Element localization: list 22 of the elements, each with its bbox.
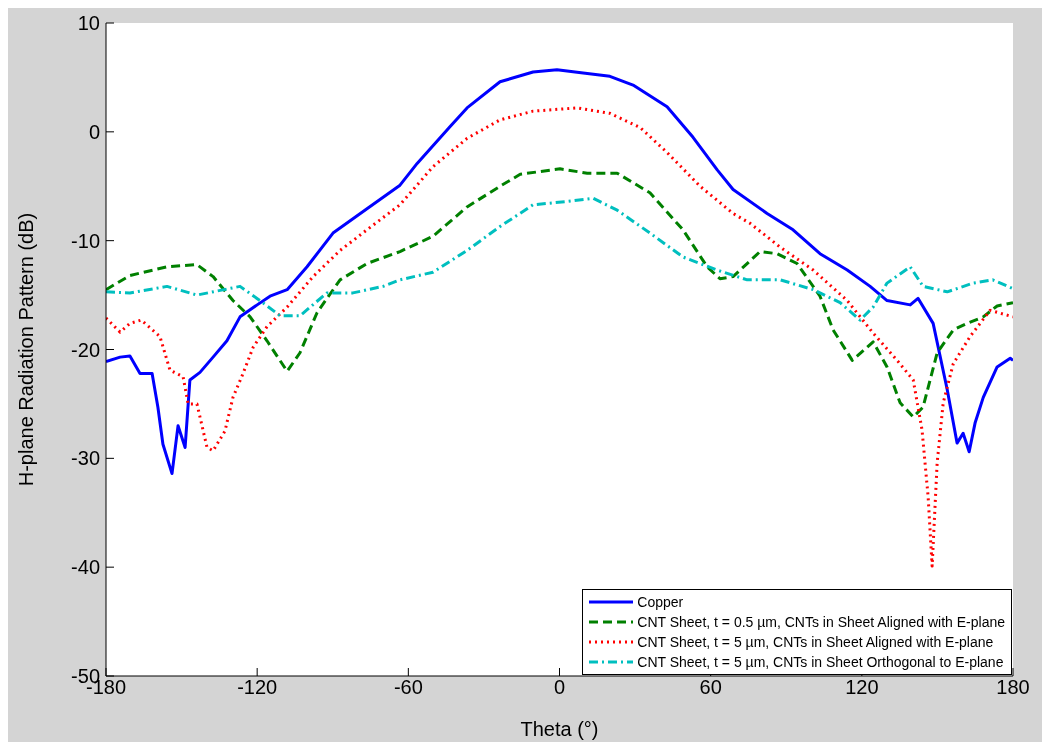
x-tick-label: 120: [845, 676, 879, 699]
x-tick-label: -60: [393, 676, 423, 699]
y-tick-label: -20: [71, 338, 100, 361]
x-tick-label: 60: [699, 676, 722, 699]
line-series: [106, 196, 1013, 322]
y-axis-title: H-plane Radiation Pattern (dB): [15, 212, 38, 487]
y-tick-label: -30: [71, 447, 100, 470]
line-series: [106, 68, 1013, 476]
line-series: [106, 106, 1013, 568]
x-tick-label: -120: [237, 676, 278, 699]
y-tick-label: -40: [71, 556, 100, 579]
y-tick-label: 0: [88, 120, 100, 143]
legend-label: CNT Sheet, t = 5 µm, CNTs in Sheet Orthogonal to E-plane: [637, 653, 1004, 672]
legend-label: CNT Sheet, t = 0.5 µm, CNTs in Sheet Aligned with E-plane: [637, 613, 1005, 632]
y-tick-label: -10: [71, 229, 100, 252]
line-series: [106, 167, 1013, 419]
x-tick-label: 0: [553, 676, 566, 699]
x-axis-title: Theta (°): [520, 718, 599, 740]
x-tick-label: 180: [996, 676, 1030, 699]
y-tick-label: 10: [77, 12, 100, 35]
legend-label: Copper: [637, 593, 684, 612]
legend-label: CNT Sheet, t = 5 µm, CNTs in Sheet Aligned with E-plane: [637, 633, 994, 652]
